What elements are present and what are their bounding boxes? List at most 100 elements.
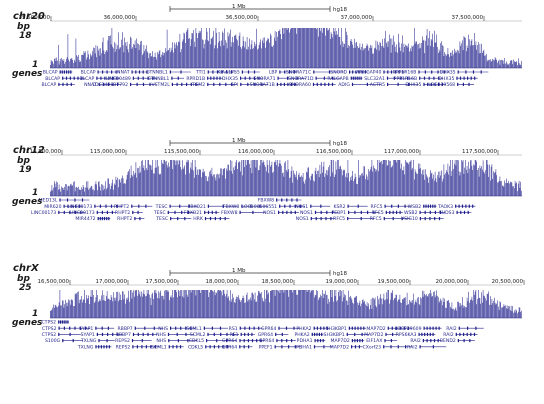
gene-exon xyxy=(211,210,213,214)
signal-bar xyxy=(112,301,113,318)
signal-bar xyxy=(151,294,153,318)
signal-bar xyxy=(227,32,229,68)
signal-bar xyxy=(89,188,90,196)
signal-bar xyxy=(386,43,387,68)
signal-bar xyxy=(56,181,57,196)
signal-bar xyxy=(262,37,264,68)
gene-exon xyxy=(398,70,400,74)
signal-bar xyxy=(489,164,490,196)
gene-exon xyxy=(181,210,183,214)
gene-exon xyxy=(418,332,420,336)
signal-bar xyxy=(370,305,371,318)
signal-bar xyxy=(97,295,98,318)
gene-exon xyxy=(130,82,132,86)
gene-exon xyxy=(195,82,197,86)
signal-bar xyxy=(426,174,427,196)
signal-bar xyxy=(264,37,265,68)
signal-bar xyxy=(341,169,342,196)
signal-bar xyxy=(468,161,469,196)
signal-bar xyxy=(287,160,289,196)
gene-name: NOS1 xyxy=(295,204,308,210)
signal-bar xyxy=(411,169,413,196)
signal-bar xyxy=(520,312,521,318)
signal-bar xyxy=(432,33,433,68)
signal-bar xyxy=(58,44,59,68)
signal-bar xyxy=(272,46,273,68)
gene-exon xyxy=(247,82,249,86)
signal-bar xyxy=(160,57,161,68)
signal-bar xyxy=(185,43,186,68)
signal-bar xyxy=(220,168,221,196)
signal-bar xyxy=(418,297,419,318)
signal-bar xyxy=(432,296,433,318)
signal-bar xyxy=(419,163,421,196)
signal-bar xyxy=(67,186,69,196)
signal-bar xyxy=(394,46,396,68)
signal-bar xyxy=(51,61,53,68)
signal-bar xyxy=(65,184,66,196)
gene-exon xyxy=(281,198,283,202)
gene-exon xyxy=(424,70,426,74)
gene-exon xyxy=(203,326,205,330)
signal-bar xyxy=(491,60,493,68)
signal-bar xyxy=(68,59,69,68)
signal-bar xyxy=(64,63,65,68)
signal-bar xyxy=(154,167,156,196)
signal-bar xyxy=(173,160,174,196)
signal-bar xyxy=(88,295,89,318)
signal-bar xyxy=(269,302,270,318)
gene-exon xyxy=(219,82,221,86)
signal-bar xyxy=(138,43,139,68)
gene-exon xyxy=(463,76,465,80)
signal-bar xyxy=(147,160,149,196)
signal-bar xyxy=(268,38,269,68)
signal-bar xyxy=(185,174,186,196)
signal-bar xyxy=(59,61,61,68)
gene-exon xyxy=(136,345,138,349)
signal-bar xyxy=(294,175,296,196)
gene-exon xyxy=(250,204,252,208)
signal-bar xyxy=(240,47,241,68)
signal-bar xyxy=(151,169,153,196)
signal-bar xyxy=(496,60,497,68)
signal-bar xyxy=(57,182,58,196)
signal-bar xyxy=(242,160,244,196)
signal-bar xyxy=(224,28,225,68)
signal-bar xyxy=(392,165,393,196)
signal-bar xyxy=(501,307,502,318)
signal-bar xyxy=(463,173,465,196)
signal-bar xyxy=(246,165,247,196)
signal-bar xyxy=(158,54,159,68)
gene-exon xyxy=(325,217,327,221)
gene-exon xyxy=(96,332,98,336)
gene-name: CXorf23 xyxy=(363,344,382,350)
signal-bar xyxy=(296,33,297,68)
signal-bar xyxy=(151,56,153,68)
signal-bar xyxy=(69,186,70,196)
signal-bar xyxy=(76,186,77,196)
gene-exon xyxy=(247,339,249,343)
gene-exon xyxy=(428,76,430,80)
signal-bar xyxy=(180,290,181,318)
signal-bar xyxy=(409,299,410,318)
gene-name: TGM2 xyxy=(191,82,205,88)
signal-bar xyxy=(322,172,323,196)
signal-bar xyxy=(250,44,252,68)
signal-bar xyxy=(418,168,420,196)
signal-bar xyxy=(111,28,113,68)
signal-bar xyxy=(486,160,487,196)
signal-bar xyxy=(283,176,285,196)
signal-bar xyxy=(485,170,486,196)
signal-bar xyxy=(492,58,493,68)
signal-bar xyxy=(209,28,210,68)
signal-bar xyxy=(204,290,205,318)
signal-bar xyxy=(336,169,337,196)
gene-exon xyxy=(179,345,182,349)
signal-bar xyxy=(284,290,285,318)
signal-bar xyxy=(455,165,457,196)
gene-exon xyxy=(438,217,441,221)
signal-bar xyxy=(498,61,499,68)
signal-bar xyxy=(274,290,275,318)
gene-exon xyxy=(253,326,255,330)
signal-bar xyxy=(138,50,140,68)
